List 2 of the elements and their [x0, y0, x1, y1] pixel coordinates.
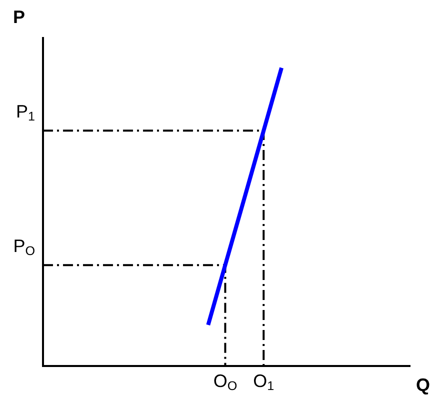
x-axis-title: Q [416, 374, 430, 395]
y-axis-title: P [13, 6, 26, 27]
